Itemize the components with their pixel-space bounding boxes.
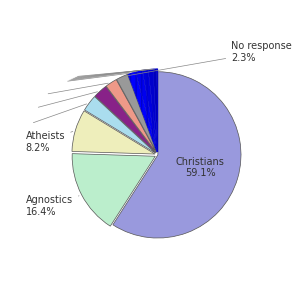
Wedge shape bbox=[106, 80, 156, 152]
Wedge shape bbox=[117, 74, 157, 152]
Wedge shape bbox=[85, 97, 155, 153]
Wedge shape bbox=[113, 72, 241, 238]
Wedge shape bbox=[157, 69, 158, 152]
Wedge shape bbox=[148, 69, 158, 152]
Wedge shape bbox=[136, 70, 157, 152]
Wedge shape bbox=[95, 86, 156, 153]
Wedge shape bbox=[72, 154, 155, 226]
Text: Christians
59.1%: Christians 59.1% bbox=[176, 157, 224, 178]
Text: Agnostics
16.4%: Agnostics 16.4% bbox=[26, 195, 79, 217]
Text: Atheists
8.2%: Atheists 8.2% bbox=[26, 131, 73, 153]
Text: No response
2.3%: No response 2.3% bbox=[125, 41, 292, 76]
Wedge shape bbox=[142, 69, 158, 152]
Wedge shape bbox=[128, 72, 157, 152]
Wedge shape bbox=[153, 69, 158, 152]
Wedge shape bbox=[72, 111, 155, 154]
